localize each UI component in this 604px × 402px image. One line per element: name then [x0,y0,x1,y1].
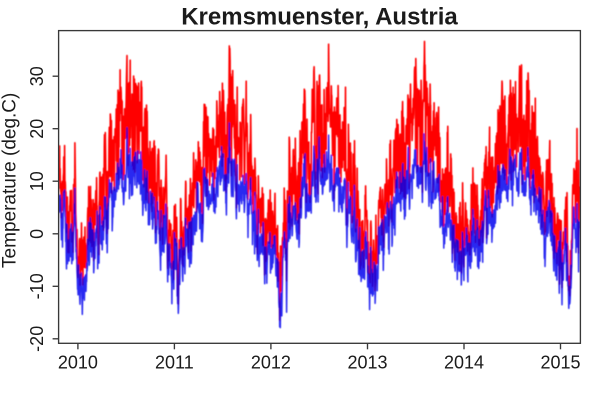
svg-text:Temperature (deg.C): Temperature (deg.C) [0,93,21,268]
svg-text:0: 0 [27,229,47,239]
svg-text:20: 20 [27,119,47,139]
svg-text:-10: -10 [27,273,47,299]
svg-text:30: 30 [27,66,47,86]
svg-text:2012: 2012 [251,353,291,373]
svg-text:2014: 2014 [444,353,484,373]
svg-text:10: 10 [27,171,47,191]
svg-text:-20: -20 [27,326,47,352]
svg-text:2015: 2015 [540,353,580,373]
svg-text:2010: 2010 [58,353,98,373]
svg-text:Kremsmuenster, Austria: Kremsmuenster, Austria [181,4,458,31]
svg-text:2013: 2013 [347,353,387,373]
svg-text:2011: 2011 [155,353,194,373]
